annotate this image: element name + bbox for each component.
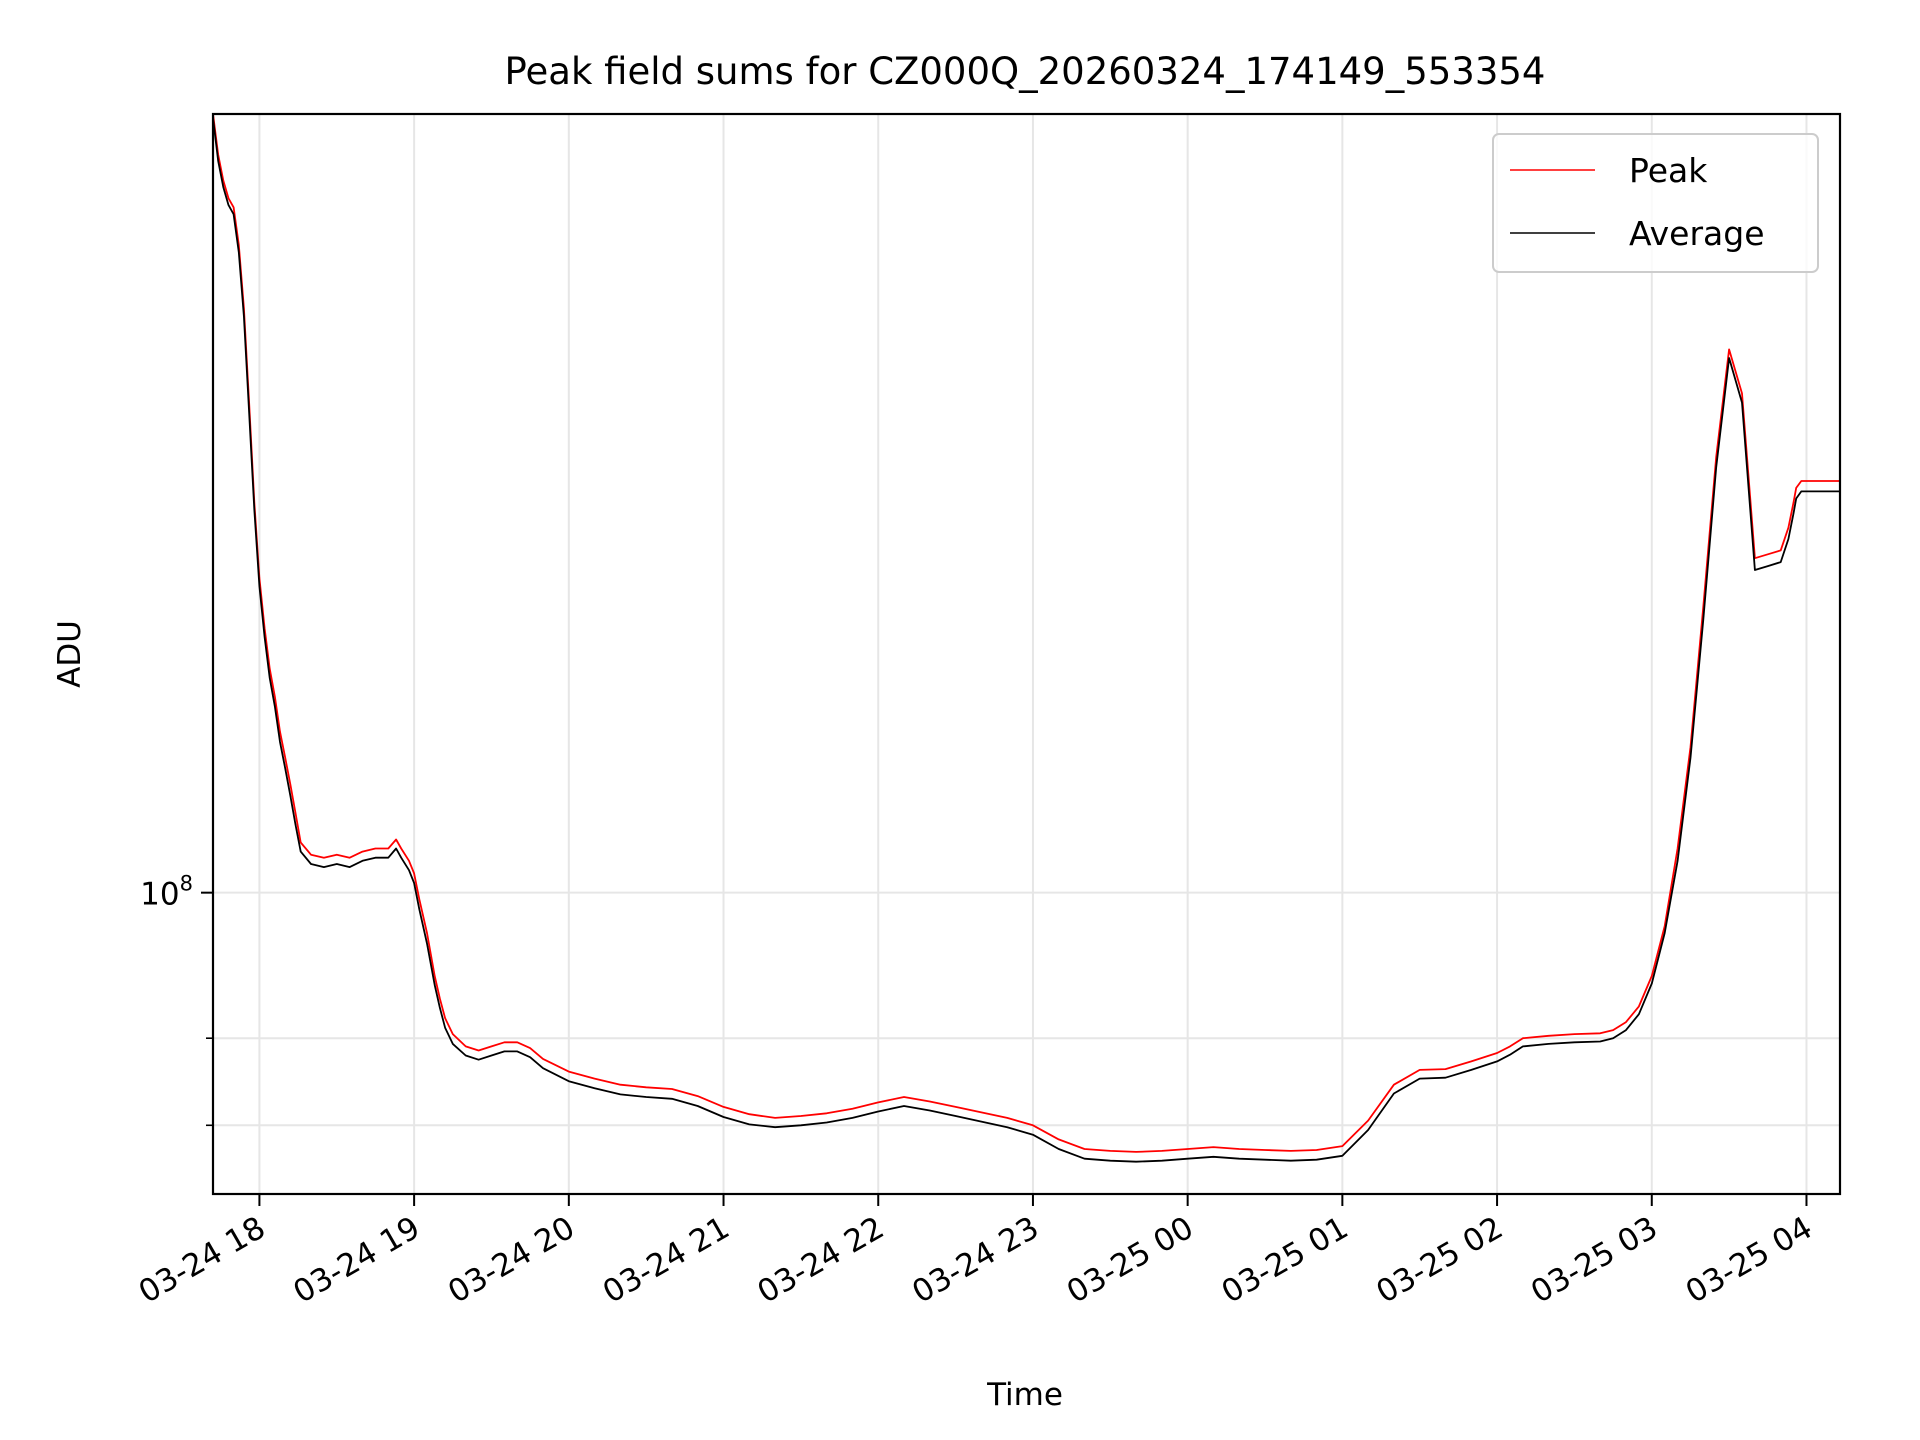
y-tick-label-base: 10 xyxy=(140,877,179,913)
grid xyxy=(213,114,1840,1194)
series-lines xyxy=(212,113,1840,1163)
y-tick-label: 108 xyxy=(140,872,193,913)
plot-frame xyxy=(211,112,1842,1196)
chart-title: Peak field sums for CZ000Q_20260324_1741… xyxy=(505,50,1546,93)
legend-label-average: Average xyxy=(1629,214,1765,253)
legend-label-peak: Peak xyxy=(1629,151,1708,190)
legend-box xyxy=(1492,133,1819,273)
series-line-average xyxy=(212,117,1840,1163)
y-axis-label: ADU xyxy=(52,620,88,688)
y-axis-ticks: 108 xyxy=(140,872,213,1127)
legend: Peak Average xyxy=(1492,133,1819,273)
y-tick-label-exponent: 8 xyxy=(180,872,193,896)
series-line-peak xyxy=(212,113,1840,1153)
x-axis-label: Time xyxy=(986,1377,1063,1413)
